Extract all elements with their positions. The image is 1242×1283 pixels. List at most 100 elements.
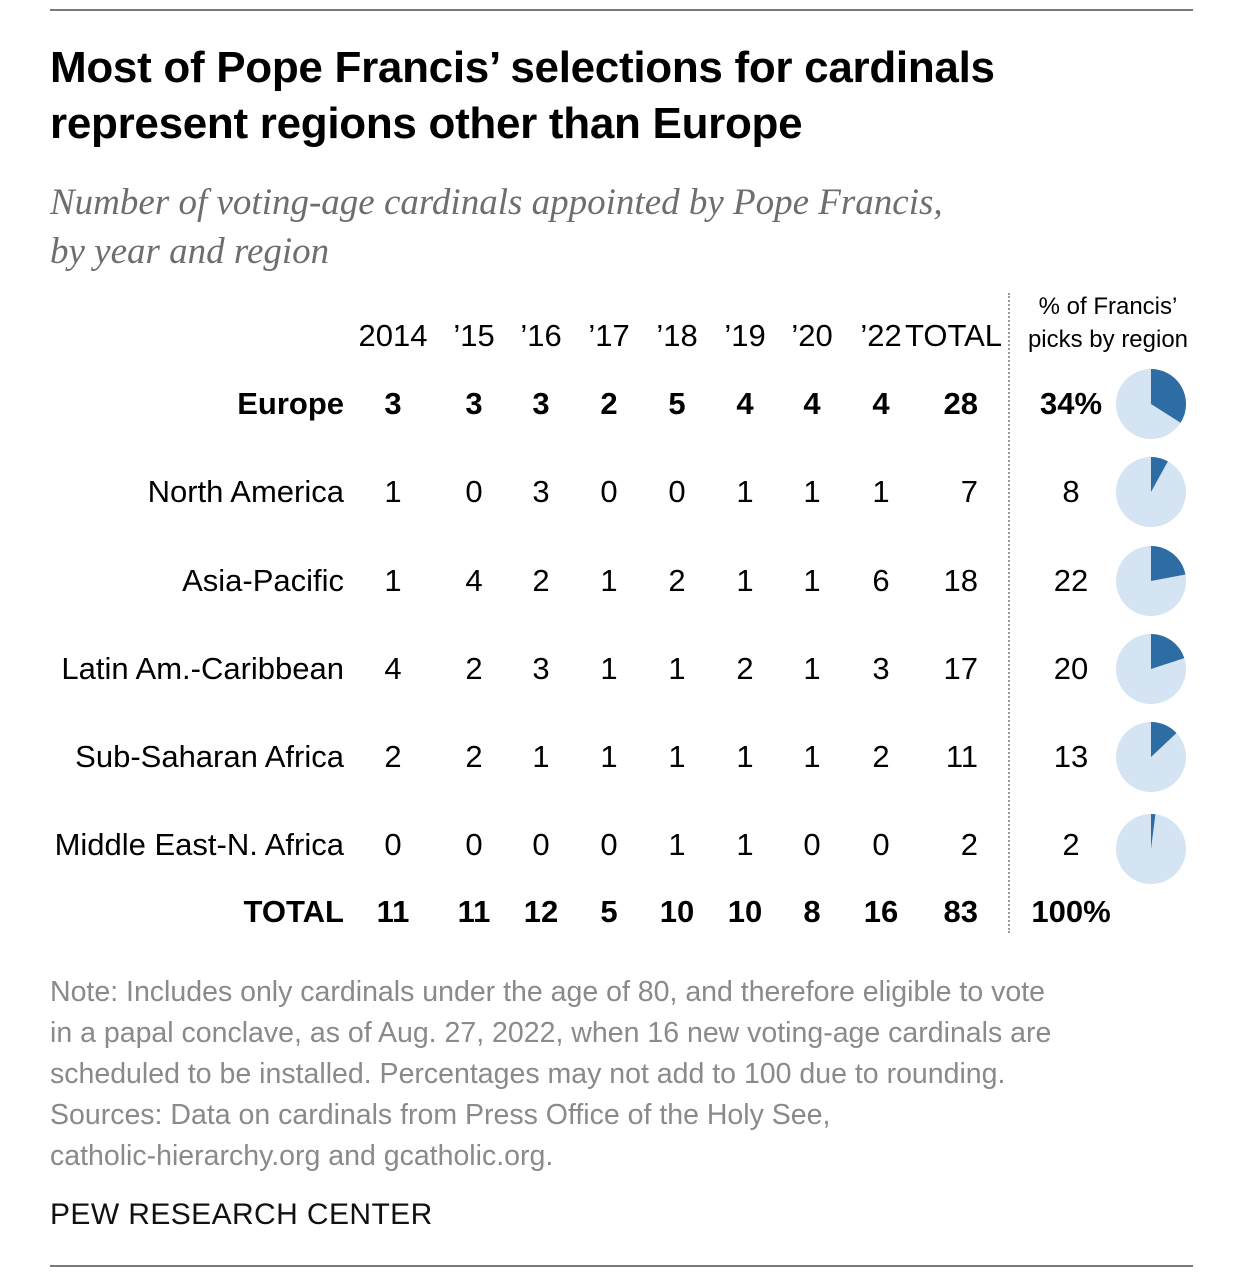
- note-block: Note: Includes only cardinals under the …: [50, 972, 1180, 1177]
- region-pie: [1116, 722, 1186, 792]
- note-line: Sources: Data on cardinals from Press Of…: [50, 1099, 831, 1131]
- pie-slice: [1151, 634, 1185, 669]
- chart-title-line: Most of Pope Francis’ selections for car…: [50, 43, 995, 92]
- table-cell: 1: [803, 563, 821, 598]
- table-cell: 4: [736, 386, 754, 421]
- grand-total-cell: 83: [943, 894, 978, 929]
- pct-label: 22: [1053, 563, 1089, 598]
- pct-header-line: % of Francis’: [1038, 293, 1178, 320]
- table-cell: 0: [532, 827, 550, 862]
- total-cell: 10: [659, 894, 695, 929]
- column-header: ’16: [520, 318, 562, 353]
- row-label: Middle East-N. Africa: [54, 827, 344, 862]
- table-cell: 1: [803, 651, 821, 686]
- table-cell: 0: [803, 827, 821, 862]
- table-cell: 1: [600, 739, 618, 774]
- table-cell: 1: [668, 739, 686, 774]
- row-label: North America: [147, 474, 344, 509]
- total-cell: 11: [457, 894, 491, 929]
- table-cell: 1: [384, 563, 402, 598]
- table-cell: 1: [600, 563, 618, 598]
- column-header: ’17: [588, 318, 630, 353]
- row-total-cell: 11: [945, 739, 978, 774]
- table-cell: 2: [600, 386, 618, 421]
- table-cell: 2: [736, 651, 754, 686]
- region-pie: [1116, 546, 1186, 616]
- chart-title: Most of Pope Francis’ selections for car…: [50, 40, 1170, 152]
- table-cell: 4: [384, 651, 402, 686]
- table-cell: 1: [736, 739, 754, 774]
- column-header: ’15: [453, 318, 495, 353]
- chart-subtitle-line: Number of voting-age cardinals appointed…: [50, 182, 943, 223]
- note-line: in a papal conclave, as of Aug. 27, 2022…: [50, 1017, 1052, 1049]
- total-cell: 16: [863, 894, 899, 929]
- row-label: Asia-Pacific: [182, 563, 344, 598]
- region-pie: [1116, 368, 1187, 439]
- table-cell: 1: [803, 474, 821, 509]
- table-cell: 2: [465, 739, 483, 774]
- total-cell: 11: [376, 894, 410, 929]
- row-label: Latin Am.-Caribbean: [61, 651, 344, 686]
- total-cell: 10: [727, 894, 763, 929]
- table-cell: 0: [384, 827, 402, 862]
- pct-header-line: picks by region: [1027, 326, 1189, 353]
- table-cell: 4: [803, 386, 821, 421]
- table-cell: 0: [600, 827, 618, 862]
- column-header-total: TOTAL: [904, 318, 1002, 353]
- table-cell: 3: [532, 474, 550, 509]
- note-line: catholic-hierarchy.org and gcatholic.org…: [50, 1140, 554, 1172]
- table-cell: 2: [532, 563, 550, 598]
- chart-subtitle-line: by year and region: [50, 231, 330, 272]
- table-cell: 1: [872, 474, 890, 509]
- table-cell: 2: [668, 563, 686, 598]
- table-cell: 2: [465, 651, 483, 686]
- table-cell: 1: [668, 651, 686, 686]
- table-cell: 1: [736, 474, 754, 509]
- total-cell: 5: [600, 894, 618, 929]
- note-line: Note: Includes only cardinals under the …: [50, 976, 1045, 1008]
- table-cell: 1: [736, 563, 754, 598]
- pie-slice: [1151, 368, 1187, 423]
- pie-slice: [1151, 722, 1177, 757]
- pct-label: 8: [1062, 474, 1080, 509]
- pct-column-header: % of Francis’ picks by region: [1020, 290, 1196, 356]
- pie-slice: [1151, 814, 1156, 849]
- table-cell: 2: [384, 739, 402, 774]
- region-pie: [1116, 457, 1186, 527]
- table-cell: 1: [600, 651, 618, 686]
- chart-subtitle: Number of voting-age cardinals appointed…: [50, 178, 1170, 276]
- row-total-cell: 17: [943, 651, 978, 686]
- total-row-label: TOTAL: [243, 894, 344, 929]
- row-total-cell: 7: [960, 474, 978, 509]
- top-rule: [50, 9, 1193, 11]
- table-cell: 3: [384, 386, 402, 421]
- table-cell: 6: [872, 563, 890, 598]
- table-cell: 0: [465, 827, 483, 862]
- pie-slice: [1151, 457, 1168, 492]
- table-cell: 3: [872, 651, 890, 686]
- region-pie: [1116, 814, 1186, 884]
- table-cell: 0: [600, 474, 618, 509]
- table-cell: 1: [384, 474, 402, 509]
- column-header: 2014: [358, 318, 428, 353]
- column-header: ’18: [656, 318, 698, 353]
- column-header: ’22: [860, 318, 902, 353]
- pct-label: 13: [1053, 739, 1089, 774]
- bottom-rule: [50, 1265, 1193, 1267]
- row-label: Europe: [237, 386, 344, 421]
- column-header: ’20: [791, 318, 833, 353]
- table-cell: 0: [872, 827, 890, 862]
- pct-label: 2: [1062, 827, 1080, 862]
- table-cell: 4: [872, 386, 890, 421]
- table-cell: 4: [465, 563, 483, 598]
- note-line: scheduled to be installed. Percentages m…: [50, 1058, 1006, 1090]
- table-cell: 0: [668, 474, 686, 509]
- table-cell: 3: [532, 386, 550, 421]
- table-cell: 1: [668, 827, 686, 862]
- table-cell: 3: [465, 386, 483, 421]
- row-total-cell: 2: [960, 827, 978, 862]
- total-cell: 8: [803, 894, 821, 929]
- table-cell: 1: [803, 739, 821, 774]
- pct-label: 34%: [1039, 386, 1103, 421]
